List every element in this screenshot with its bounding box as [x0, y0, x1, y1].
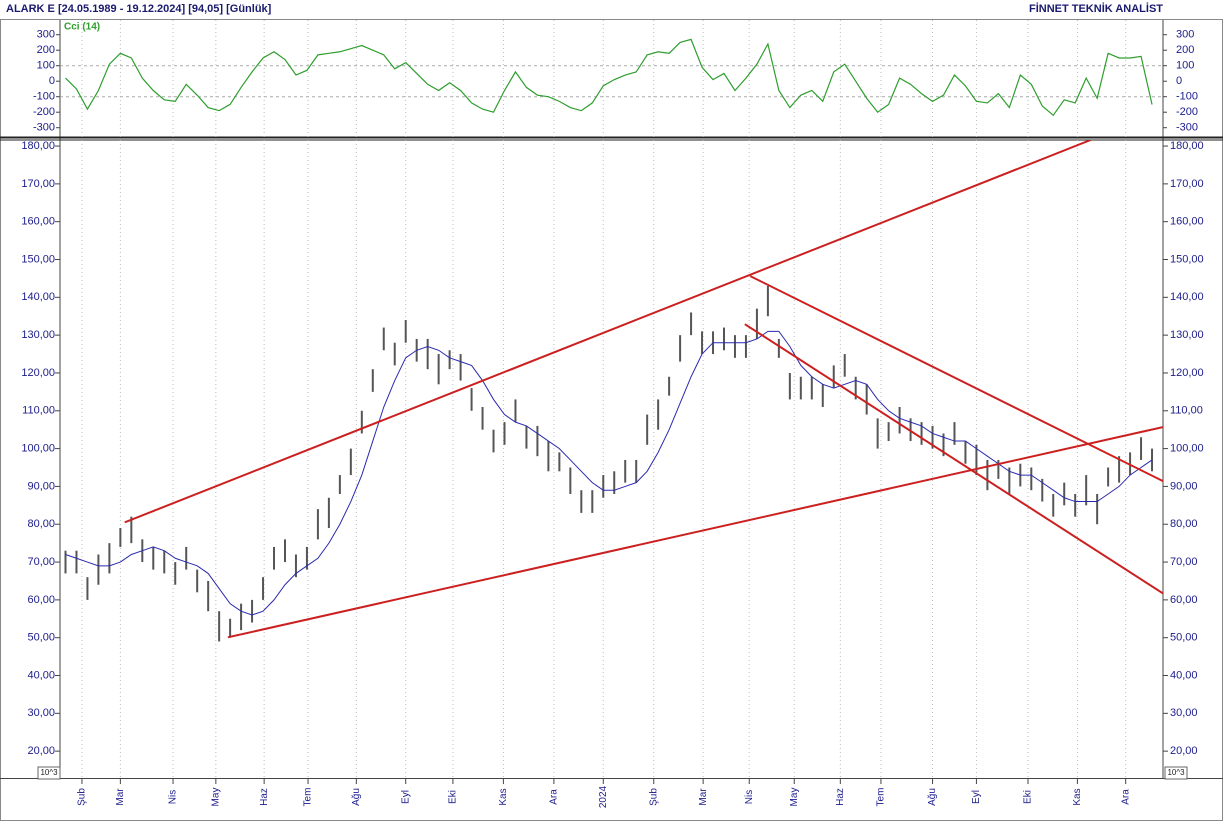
trend-line [749, 275, 1163, 483]
y-tick-label: 140,00 [21, 291, 55, 303]
y-tick-label: 0 [49, 75, 55, 87]
y-tick-label: 120,00 [21, 367, 55, 379]
x-tick-label: Ağu [927, 788, 938, 806]
y2-tick-label: 100,00 [1170, 443, 1204, 455]
y2-tick-label: 20,00 [1170, 745, 1198, 757]
y-tick-label: 300 [37, 29, 55, 41]
y-tick-label: 30,00 [27, 707, 55, 719]
y2-tick-label: 70,00 [1170, 556, 1198, 568]
y2-tick-label: 150,00 [1170, 253, 1204, 265]
x-tick-label: May [789, 788, 800, 807]
y-tick-label: 130,00 [21, 329, 55, 341]
header-brand: FİNNET TEKNİK ANALİST [1029, 2, 1163, 15]
x-tick-label: Ağu [351, 788, 362, 806]
x-tick-label: Kas [1072, 788, 1083, 805]
x-tick-label: Şub [648, 788, 659, 806]
y-tick-label: 70,00 [27, 556, 55, 568]
y2-tick-label: 80,00 [1170, 518, 1198, 530]
moving-average [65, 330, 1153, 616]
x-tick-label: Ara [1120, 789, 1131, 805]
y2-tick-label: 40,00 [1170, 669, 1198, 681]
y2-tick-label: 160,00 [1170, 216, 1204, 228]
y2-tick-label: 90,00 [1170, 480, 1198, 492]
y-tick-label: -300 [33, 122, 55, 134]
x-tick-label: Kas [498, 788, 509, 805]
y-tick-label: 200 [37, 44, 55, 56]
y-tick-label: -200 [33, 106, 55, 118]
x-tick-label: Nis [168, 790, 179, 804]
x-tick-label: Tem [876, 788, 887, 807]
y2-tick-label: 50,00 [1170, 632, 1198, 644]
cci-line [65, 38, 1153, 117]
y2-tick-label: -100 [1176, 91, 1198, 103]
unit-box [1164, 766, 1188, 780]
y2-tick-label: 130,00 [1170, 329, 1204, 341]
x-tick-label: Eki [448, 790, 459, 804]
header-title: ALARK E [24.05.1989 - 19.12.2024] [94,05… [6, 3, 272, 15]
y-tick-label: 90,00 [27, 480, 55, 492]
y-tick-label: 100 [37, 60, 55, 72]
y2-tick-label: 140,00 [1170, 291, 1204, 303]
x-tick-label: May [210, 788, 221, 807]
x-tick-label: Eki [1023, 790, 1034, 804]
y2-tick-label: 60,00 [1170, 594, 1198, 606]
x-tick-label: Haz [835, 788, 846, 806]
y-tick-label: 170,00 [21, 178, 55, 190]
x-tick-label: Ara [549, 789, 560, 805]
x-tick-label: Haz [259, 788, 270, 806]
plot: Şub Mar Nis May Haz Tem Ağu Eyl Eki Kas Ara 2024 Şub… [21, 20, 1204, 808]
trend-line [227, 426, 1163, 639]
x-tick-label: Tem [303, 788, 314, 807]
y2-tick-label: 200 [1176, 44, 1194, 56]
y2-tick-label: -200 [1176, 106, 1198, 118]
x-tick-label: 2024 [598, 785, 609, 808]
y2-tick-label: 100 [1176, 60, 1194, 72]
trend-line [124, 140, 1091, 524]
y-tick-label: 180,00 [21, 140, 55, 152]
unit-label: 10^3 [1167, 768, 1185, 777]
x-tick-label: Eyl [971, 790, 982, 804]
x-tick-label: Mar [115, 788, 126, 806]
y-tick-label: 40,00 [27, 669, 55, 681]
price-layer [64, 140, 1163, 642]
y2-tick-label: 180,00 [1170, 140, 1204, 152]
y-tick-label: 50,00 [27, 632, 55, 644]
y2-tick-label: 300 [1176, 29, 1194, 41]
y2-tick-label: 0 [1176, 75, 1182, 87]
y-tick-label: 150,00 [21, 253, 55, 265]
panel-title: Cci (14) [64, 22, 100, 33]
y2-tick-label: 170,00 [1170, 178, 1204, 190]
y2-tick-label: 110,00 [1170, 405, 1203, 417]
y-tick-label: -100 [33, 91, 55, 103]
x-tick-label: Mar [698, 788, 709, 806]
unit-box [37, 766, 61, 780]
x-tick-label: Şub [77, 788, 88, 806]
trend-line [744, 323, 1163, 595]
unit-label: 10^3 [40, 768, 58, 777]
y-tick-label: 110,00 [22, 405, 55, 417]
y-tick-label: 80,00 [27, 518, 55, 530]
y2-tick-label: 30,00 [1170, 707, 1198, 719]
y-tick-label: 60,00 [27, 594, 55, 606]
x-tick-label: Eyl [400, 790, 411, 804]
y-tick-label: 100,00 [21, 443, 55, 455]
x-tick-label: Nis [744, 790, 755, 804]
y2-tick-label: -300 [1176, 122, 1198, 134]
y-tick-label: 160,00 [21, 216, 55, 228]
y-tick-label: 20,00 [27, 745, 55, 757]
y2-tick-label: 120,00 [1170, 367, 1204, 379]
